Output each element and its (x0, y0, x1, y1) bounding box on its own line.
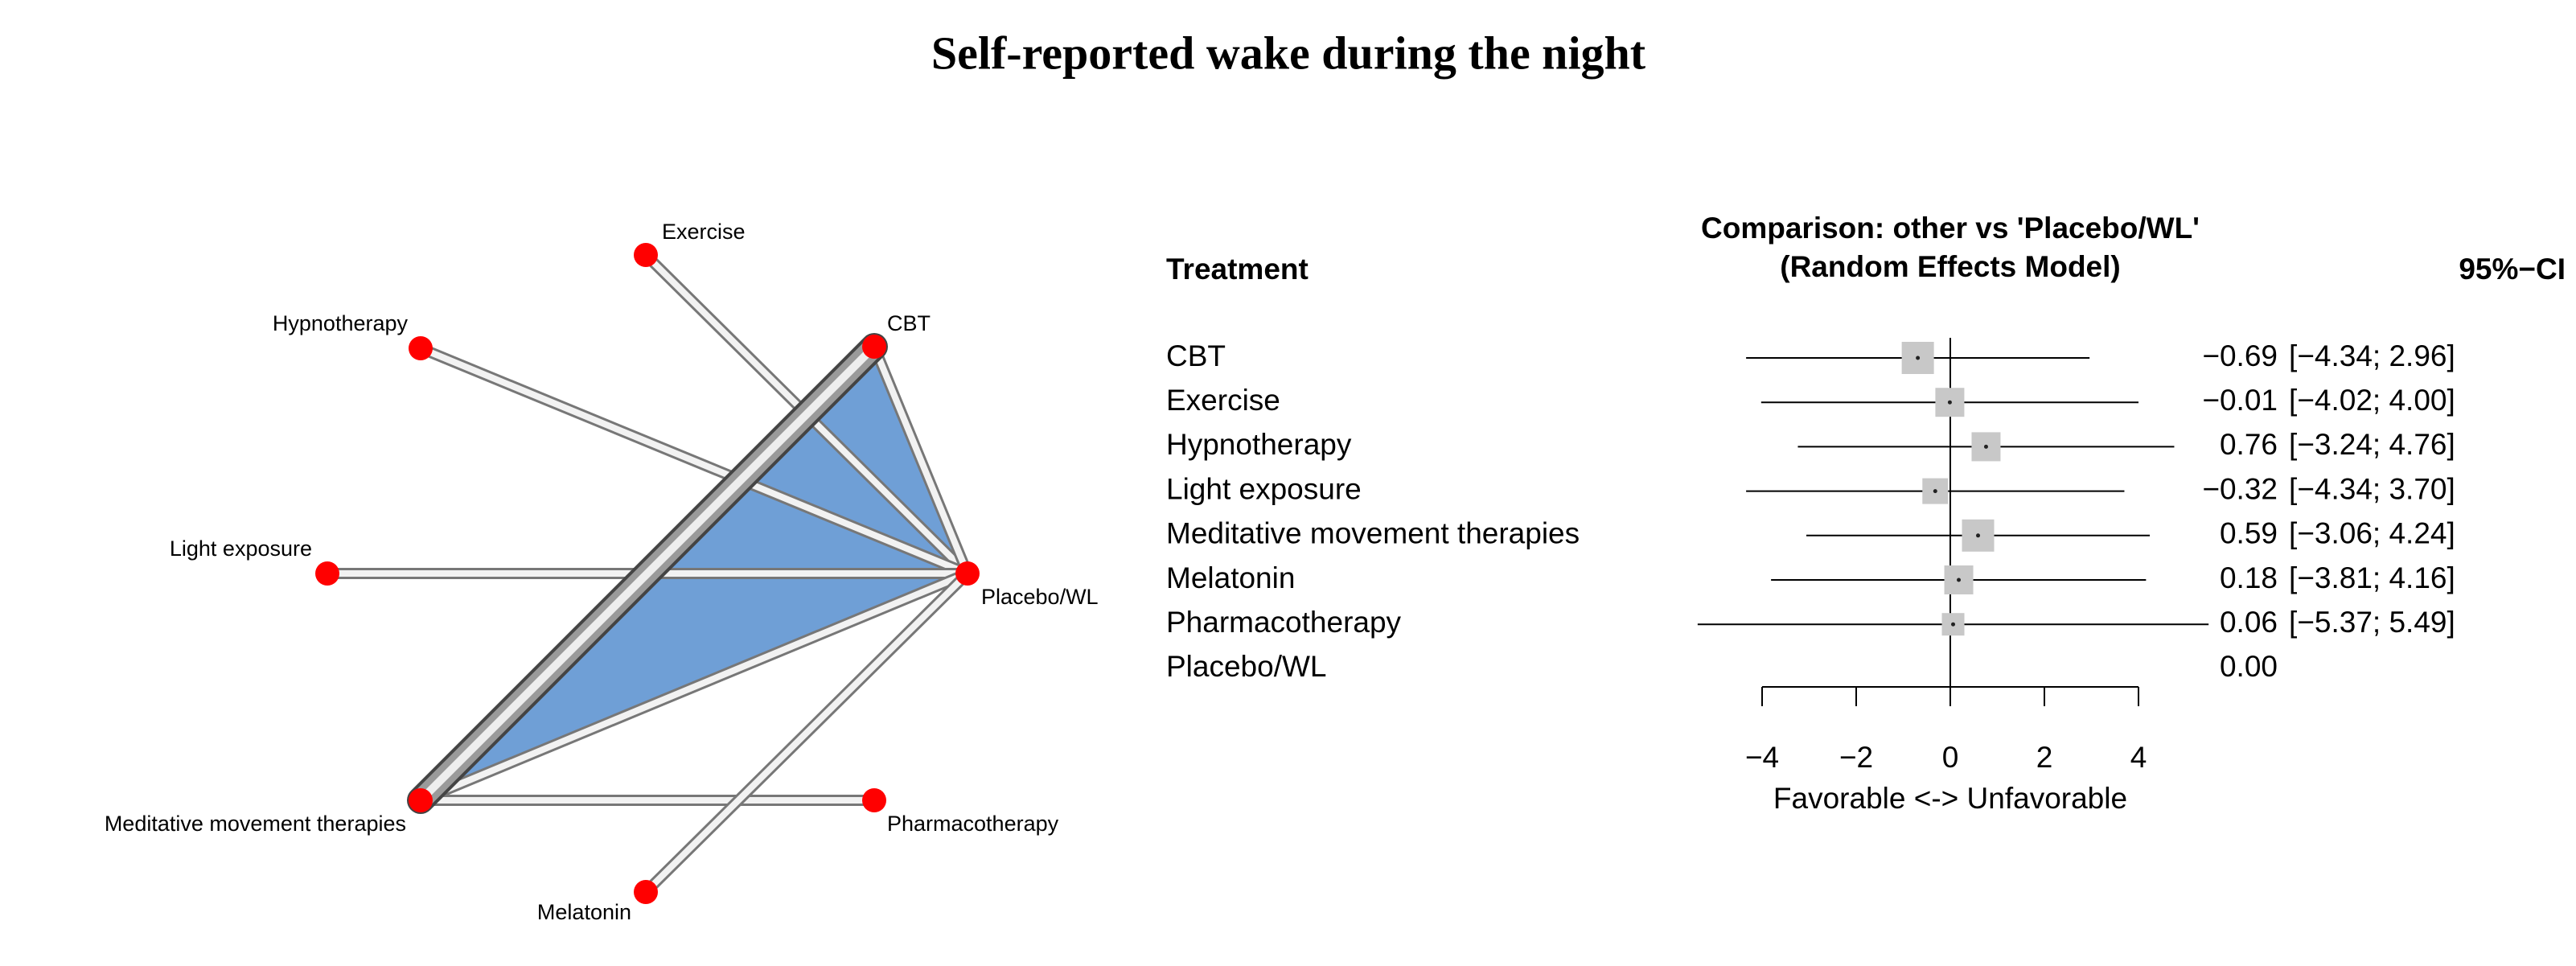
forest-plot: Comparison: other vs 'Placebo/WL' (Rando… (1166, 212, 2566, 815)
page-title: Self-reported wake during the night (931, 27, 1646, 79)
node (634, 880, 658, 904)
category-label: Placebo/WL (1166, 650, 1327, 683)
ci-label: [−3.06; 4.24] (2289, 517, 2455, 550)
estimate-point (1976, 533, 1981, 538)
estimate-point (1983, 444, 1988, 449)
node (634, 243, 658, 267)
estimate-point (1951, 622, 1956, 627)
forest-subtitle: (Random Effects Model) (1780, 250, 2120, 283)
category-label: Hypnotherapy (1166, 428, 1352, 461)
edge-highlight (417, 343, 877, 804)
node-label: Light exposure (170, 536, 312, 561)
node-label: Melatonin (537, 900, 631, 924)
edge (643, 571, 970, 894)
value-label: 0.06 (2220, 606, 2278, 639)
category-label: CBT (1166, 339, 1226, 372)
x-tick-label: 2 (2036, 741, 2053, 774)
x-tick-label: −4 (1745, 741, 1779, 774)
node-label: Hypnotherapy (273, 311, 409, 335)
category-label: Meditative movement therapies (1166, 517, 1580, 550)
network-graph: CBT Exercise Hypnotherapy Light exposure Med… (105, 220, 1099, 924)
node-label: Meditative movement therapies (105, 812, 406, 836)
ci-label: [−5.37; 5.49] (2289, 606, 2455, 639)
forest-title: Comparison: other vs 'Placebo/WL' (1701, 212, 2200, 245)
ci-label: [−4.34; 2.96] (2289, 339, 2455, 372)
ci-label: [−4.02; 4.00] (2289, 384, 2455, 417)
category-label: Melatonin (1166, 561, 1295, 594)
x-tick-label: 4 (2130, 741, 2147, 774)
category-label: Light exposure (1166, 472, 1362, 505)
node (862, 788, 886, 812)
node (955, 561, 980, 586)
node (409, 788, 433, 812)
node (862, 335, 886, 359)
ci-label: [−3.81; 4.16] (2289, 561, 2455, 594)
category-header: Treatment (1166, 253, 1309, 286)
category-label: Pharmacotherapy (1166, 606, 1402, 639)
node-label: CBT (887, 311, 931, 335)
ci-label: [−4.34; 3.70] (2289, 472, 2455, 505)
node-label: Exercise (662, 220, 746, 244)
value-label: 0.76 (2220, 428, 2278, 461)
node-label: Placebo/WL (981, 585, 1099, 609)
node-label: Pharmacotherapy (887, 812, 1059, 836)
category-label: Exercise (1166, 384, 1280, 417)
ci-header: 95%−CI (2459, 253, 2566, 286)
estimate-point (1916, 356, 1921, 360)
edge (419, 570, 969, 804)
node (315, 561, 339, 586)
x-axis-label: Favorable <-> Unfavorable (1773, 782, 2127, 815)
edge (419, 345, 969, 577)
value-label: −0.32 (2202, 472, 2278, 505)
value-label: −0.69 (2202, 339, 2278, 372)
x-tick-label: −2 (1839, 741, 1873, 774)
x-tick-label: 0 (1942, 741, 1959, 774)
ci-label: [−3.24; 4.76] (2289, 428, 2455, 461)
estimate-point (1947, 400, 1952, 405)
edge (871, 345, 971, 575)
estimate-point (1933, 489, 1937, 494)
value-label: 0.00 (2220, 650, 2278, 683)
value-label: 0.59 (2220, 517, 2278, 550)
node (409, 336, 433, 360)
value-label: 0.18 (2220, 561, 2278, 594)
value-label: −0.01 (2202, 384, 2278, 417)
estimate-point (1957, 578, 1962, 582)
